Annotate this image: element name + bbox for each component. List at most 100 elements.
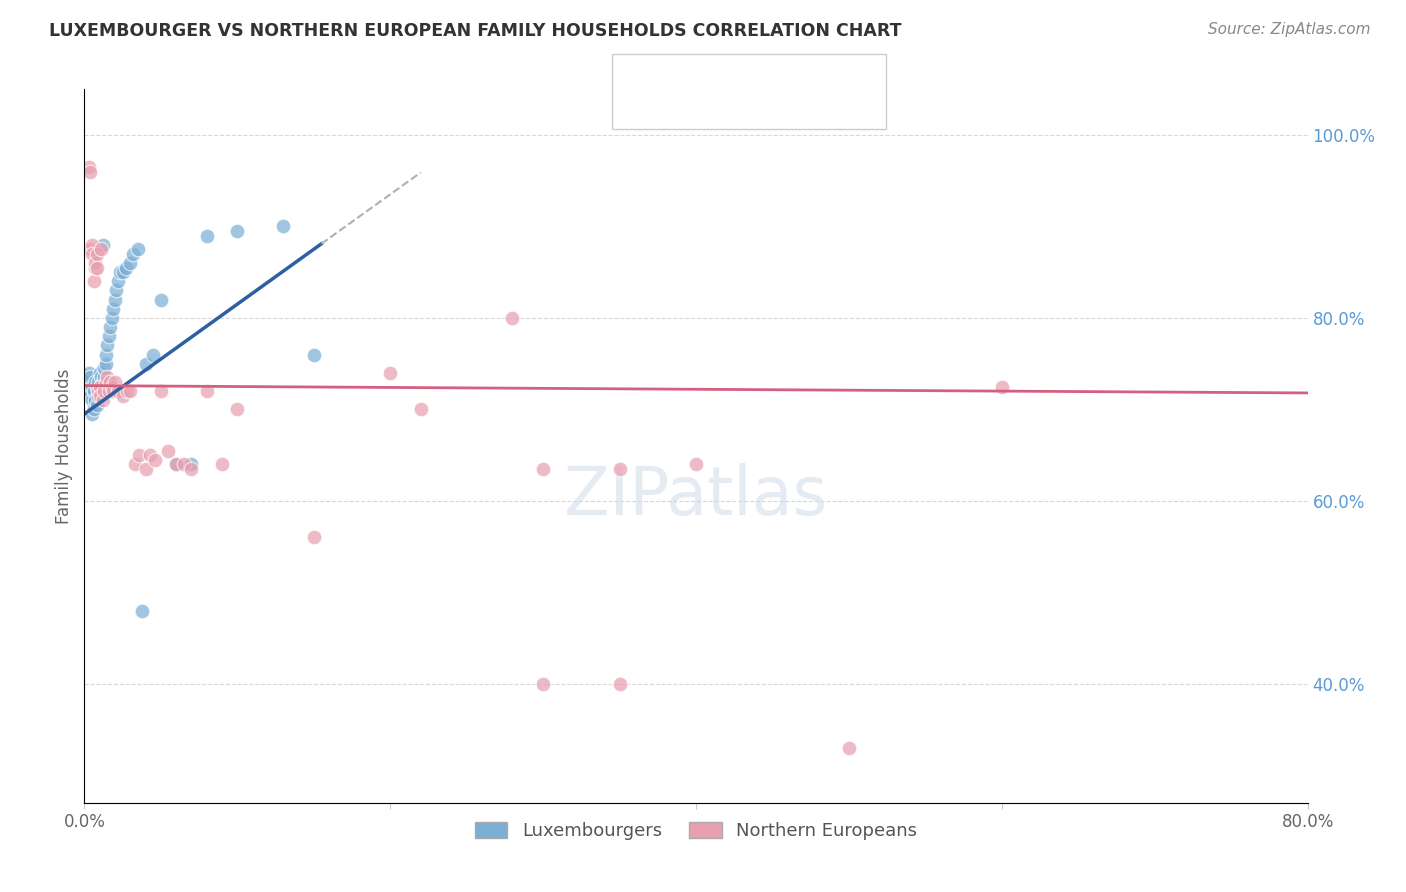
Point <box>180 462 202 476</box>
Point <box>991 379 1014 393</box>
Y-axis label: Family Households: Family Households <box>55 368 73 524</box>
Point <box>83 384 105 398</box>
Point <box>93 361 115 376</box>
Point <box>90 389 112 403</box>
Point <box>111 265 134 279</box>
Point <box>87 384 110 398</box>
Point <box>139 448 162 462</box>
Point <box>84 256 107 270</box>
Point <box>195 228 218 243</box>
Point <box>195 384 218 398</box>
Point <box>98 375 121 389</box>
Point <box>122 247 145 261</box>
Point <box>302 347 325 361</box>
Point <box>149 293 172 307</box>
Point <box>135 357 157 371</box>
Point <box>531 462 554 476</box>
Point <box>105 284 128 298</box>
Point <box>103 301 125 316</box>
Point <box>103 384 125 398</box>
Point <box>142 347 165 361</box>
Point <box>77 160 100 174</box>
Point <box>143 452 166 467</box>
Point <box>271 219 294 234</box>
Point <box>84 260 107 275</box>
Point <box>87 375 110 389</box>
Point <box>86 247 108 261</box>
Point <box>502 310 524 325</box>
Text: R = -0.011  N = 51: R = -0.011 N = 51 <box>659 97 817 115</box>
Point <box>173 458 195 472</box>
Point <box>97 329 120 343</box>
Point <box>127 242 149 256</box>
Point <box>111 389 134 403</box>
Point <box>80 237 103 252</box>
Point <box>157 443 180 458</box>
Point <box>115 384 138 398</box>
Point <box>77 366 100 380</box>
Point <box>114 260 136 275</box>
Point <box>90 370 112 384</box>
Point <box>79 389 101 403</box>
FancyBboxPatch shape <box>621 64 652 88</box>
Point <box>609 677 631 691</box>
Point <box>165 458 187 472</box>
Point <box>84 393 107 408</box>
FancyBboxPatch shape <box>621 95 652 119</box>
Point <box>380 366 402 380</box>
Point <box>93 370 115 384</box>
Point <box>86 379 108 393</box>
Point <box>409 402 432 417</box>
Point <box>531 677 554 691</box>
Point <box>79 370 101 384</box>
Point <box>302 531 325 545</box>
Point <box>86 260 108 275</box>
Point <box>79 242 101 256</box>
Point <box>80 379 103 393</box>
Point <box>211 458 233 472</box>
Point <box>135 462 157 476</box>
Point <box>97 384 120 398</box>
Point <box>90 242 112 256</box>
Point <box>149 384 172 398</box>
Point <box>84 375 107 389</box>
Point <box>89 379 111 393</box>
Point <box>91 393 114 408</box>
Text: Source: ZipAtlas.com: Source: ZipAtlas.com <box>1208 22 1371 37</box>
Point <box>128 448 150 462</box>
Point <box>93 384 115 398</box>
Point <box>180 458 202 472</box>
Point <box>83 274 105 288</box>
Point <box>165 458 187 472</box>
Point <box>91 375 114 389</box>
Point <box>94 375 117 389</box>
Point <box>108 265 131 279</box>
Point <box>104 375 127 389</box>
Point <box>96 370 118 384</box>
Text: R =  0.495    N = 51: R = 0.495 N = 51 <box>659 68 827 86</box>
Point <box>94 347 117 361</box>
Point <box>120 256 142 270</box>
Point <box>838 740 860 755</box>
Point <box>101 310 124 325</box>
Point <box>104 293 127 307</box>
Point <box>94 357 117 371</box>
Point <box>98 320 121 334</box>
Text: LUXEMBOURGER VS NORTHERN EUROPEAN FAMILY HOUSEHOLDS CORRELATION CHART: LUXEMBOURGER VS NORTHERN EUROPEAN FAMILY… <box>49 22 901 40</box>
Point <box>86 398 108 412</box>
Point <box>96 338 118 352</box>
Point <box>76 375 98 389</box>
Point <box>120 384 142 398</box>
Point <box>80 407 103 421</box>
Point <box>226 402 249 417</box>
Point <box>89 389 111 403</box>
Point <box>131 604 153 618</box>
Point <box>87 389 110 403</box>
Point <box>79 164 101 178</box>
Point <box>89 366 111 380</box>
Point <box>89 384 111 398</box>
Point <box>124 458 146 472</box>
Point <box>77 384 100 398</box>
Point <box>83 402 105 417</box>
Point <box>107 384 129 398</box>
